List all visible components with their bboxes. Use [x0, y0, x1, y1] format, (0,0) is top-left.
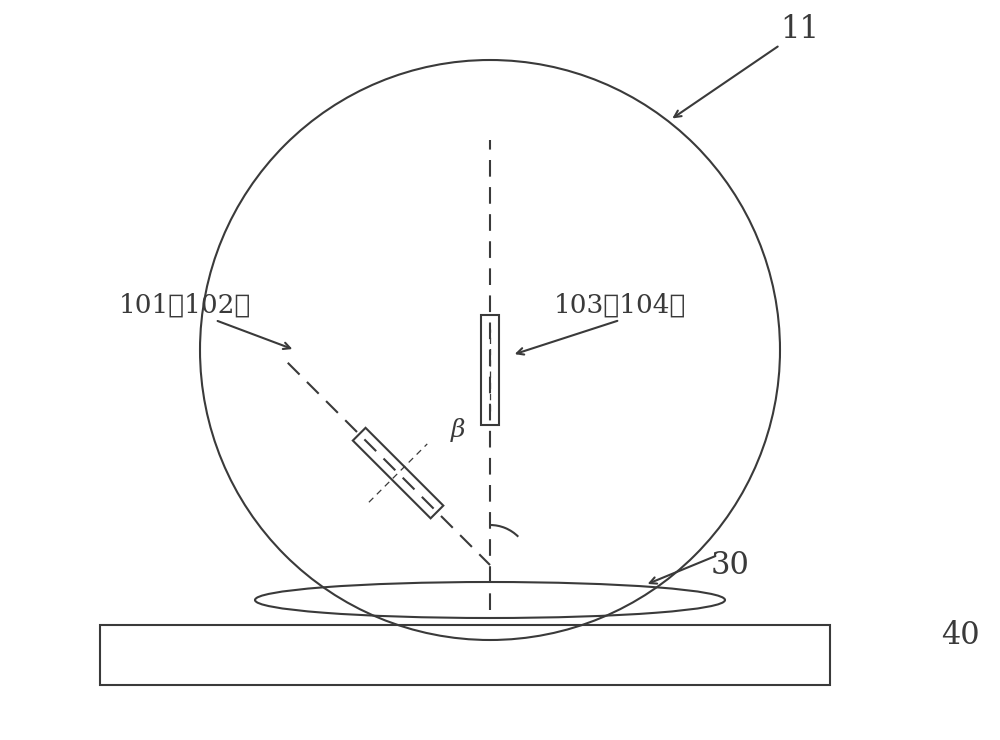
Text: 11: 11: [780, 15, 820, 45]
Bar: [100, 625, 830, 685]
Text: 103（104）: 103（104）: [554, 292, 686, 317]
Text: 40: 40: [941, 619, 979, 650]
Text: 101（102）: 101（102）: [119, 292, 251, 317]
Text: 30: 30: [711, 550, 749, 580]
Bar: [481, 315, 499, 425]
Text: β: β: [451, 418, 465, 442]
Bar: [353, 428, 443, 518]
